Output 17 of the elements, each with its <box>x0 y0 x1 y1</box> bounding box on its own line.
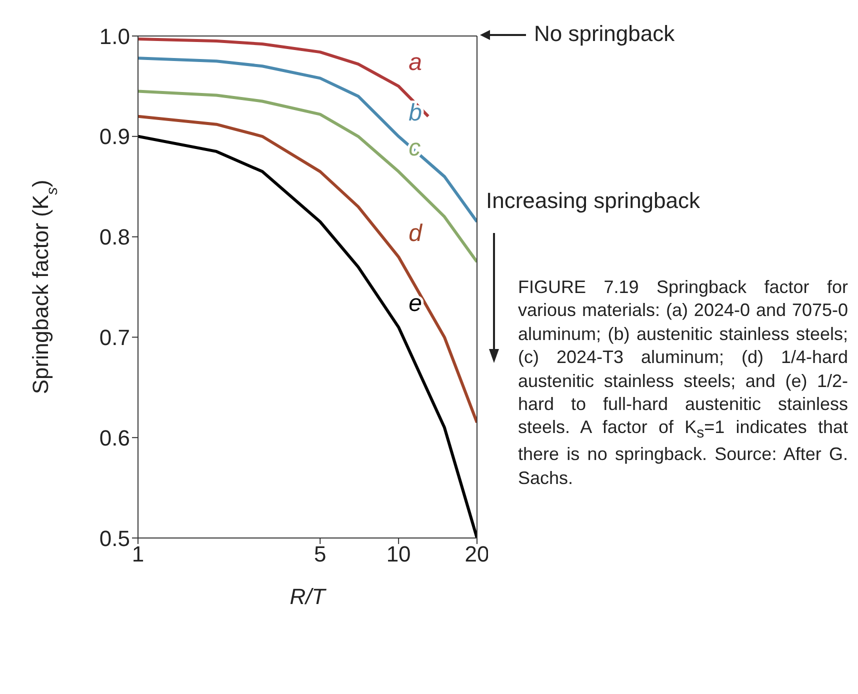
text: FIGURE 7.19 Springback factor for various materials: (a) 2024-0 and 7075-0 aluminum; (b) austenitic stainless steels; (c) 2024-T3 aluminum; (d) 1/4-hard austenitic stainless steels; and (e) 1/2-hard to full-hard austenitic stainless steels. A factor of K$_{s}$=1 indicates that there is no springback. Source: After G. Sachs. <box>518 277 848 488</box>
x-axis-title: R/T <box>290 584 327 609</box>
y-tick-label: 0.8 <box>99 224 130 250</box>
y-tick-label: 0.9 <box>99 124 130 150</box>
series-label: d <box>408 220 423 247</box>
y-tick-label: 0.7 <box>99 325 130 350</box>
series-label: e <box>408 290 422 318</box>
y-tick-label: 1.0 <box>99 24 130 49</box>
series-label: b <box>408 99 422 126</box>
y-tick-label: 0.6 <box>99 425 130 450</box>
x-tick-label: 10 <box>386 542 411 567</box>
text: No springback <box>534 21 675 47</box>
y-tick-label: 0.5 <box>99 526 130 551</box>
text: Increasing springback <box>486 188 700 214</box>
x-tick-label: 1 <box>132 542 144 567</box>
x-tick-label: 5 <box>314 542 326 567</box>
series-label: a <box>408 49 422 76</box>
